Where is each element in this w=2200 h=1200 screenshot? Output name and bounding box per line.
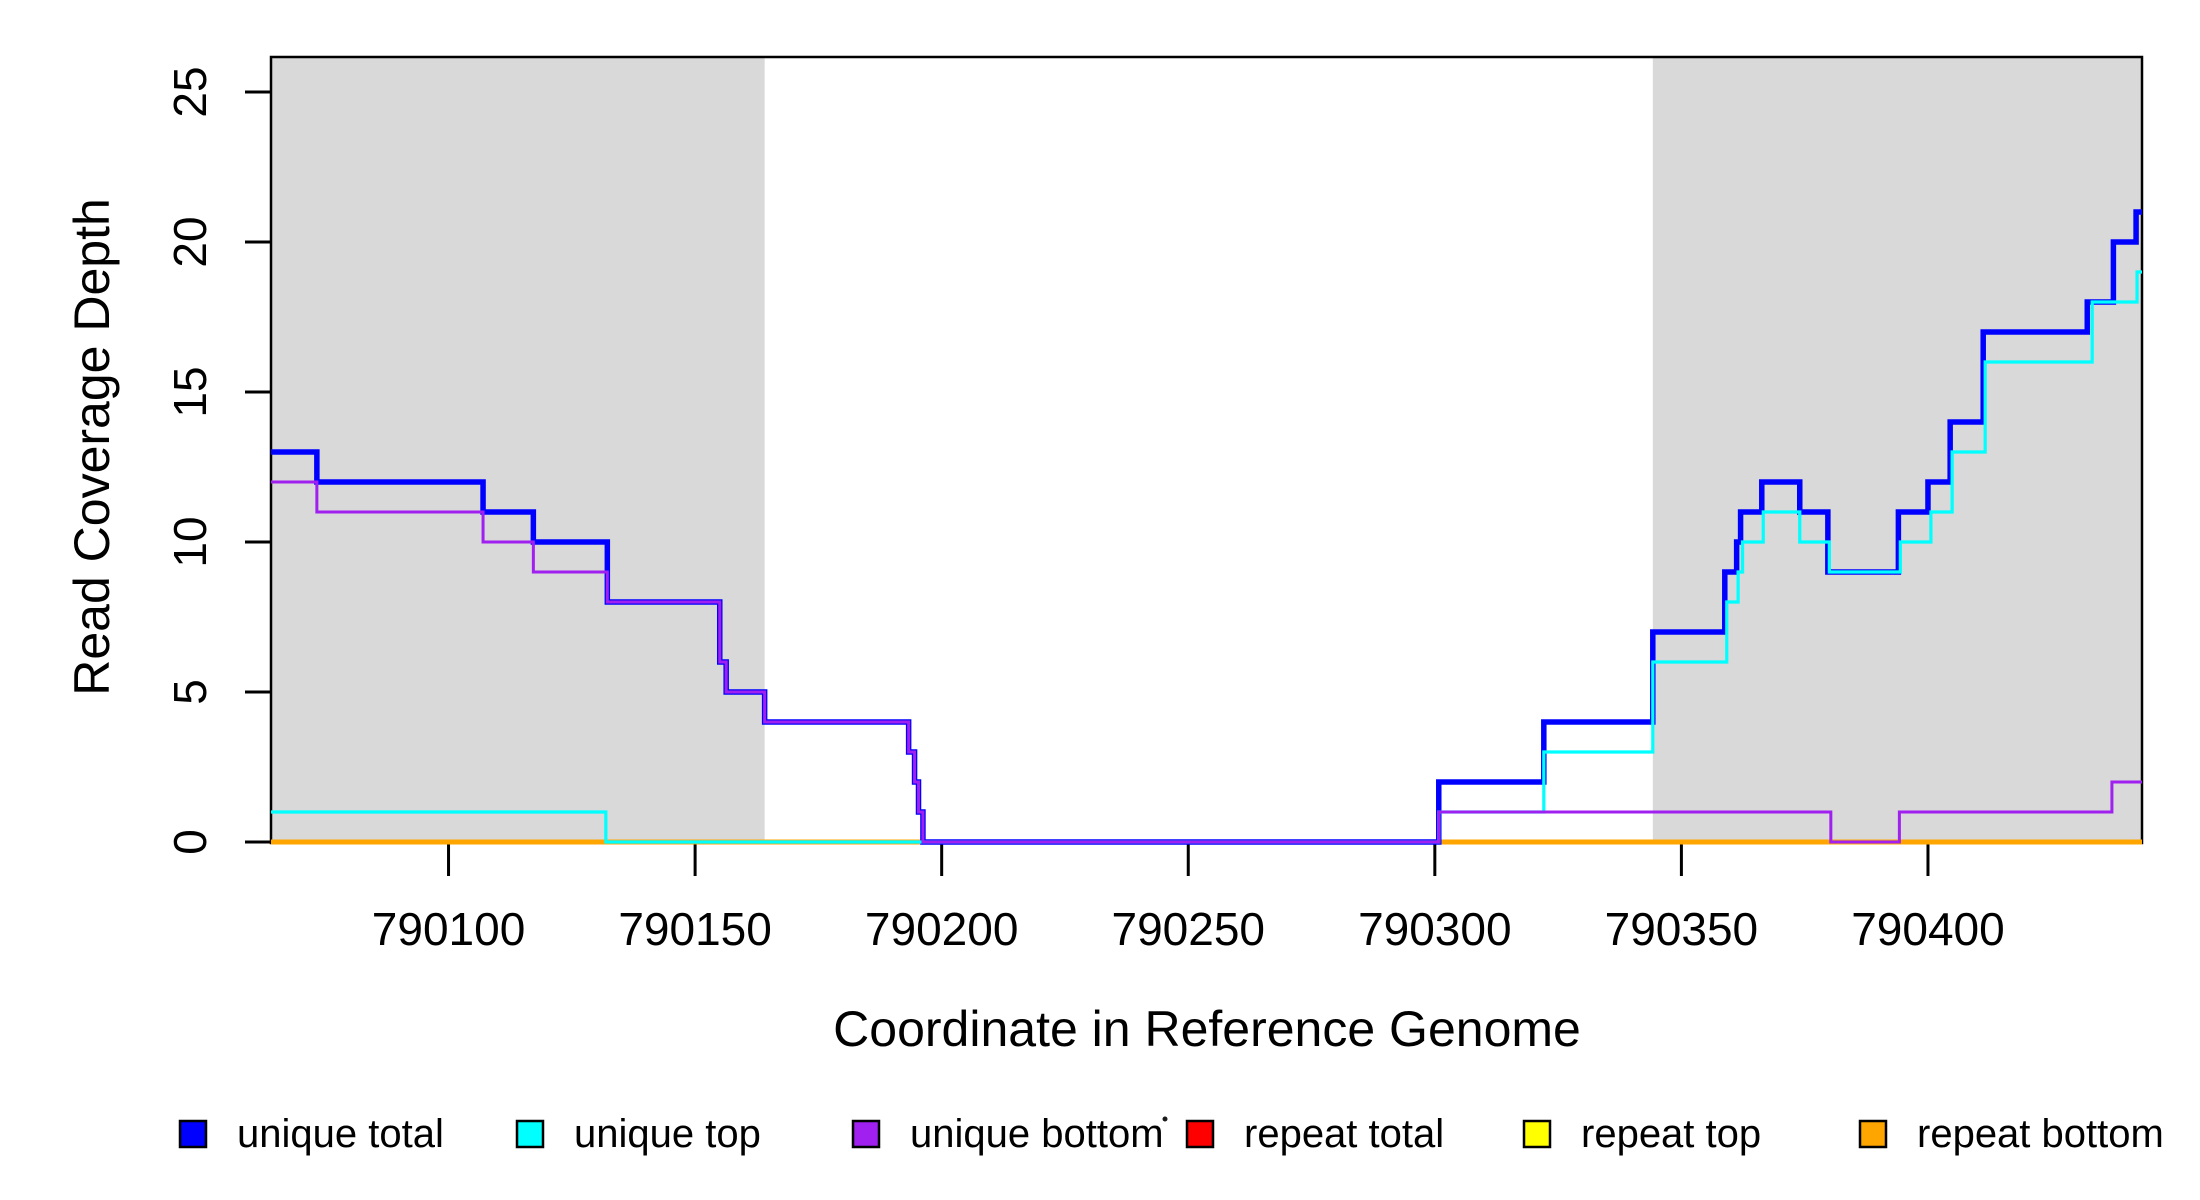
y-tick-label: 10	[164, 516, 216, 567]
legend-label-repeat-total: repeat total	[1244, 1112, 1444, 1156]
y-tick-label: 25	[164, 66, 216, 117]
legend-label-repeat-bottom: repeat bottom	[1917, 1112, 2164, 1156]
axes: 790100 790150 790200 790250 790300 790350 7904…	[164, 55, 2144, 955]
x-tick-label: 790400	[1851, 903, 2005, 955]
speck-artifact	[1162, 1116, 1168, 1122]
legend-swatch-unique-total	[178, 1119, 208, 1149]
legend-swatch-repeat-total	[1185, 1119, 1215, 1149]
y-tick-label: 0	[164, 829, 216, 855]
legend-label-unique-top: unique top	[574, 1112, 761, 1156]
legend-swatch-repeat-bottom	[1858, 1119, 1888, 1149]
x-tick-label: 790100	[372, 903, 526, 955]
highlight-regions	[271, 57, 2142, 843]
x-tick-label: 790300	[1358, 903, 1512, 955]
x-tick-label: 790150	[618, 903, 772, 955]
y-tick-label: 5	[164, 679, 216, 705]
x-tick-label: 790350	[1605, 903, 1759, 955]
legend-label-unique-bottom: unique bottom	[910, 1112, 1164, 1156]
legend-swatch-unique-bottom	[851, 1119, 881, 1149]
series-line-unique-bottom	[271, 480, 2142, 844]
y-axis-title: Read Coverage Depth	[64, 198, 120, 696]
legend-label-unique-total: unique total	[237, 1112, 444, 1156]
y-tick-label: 15	[164, 366, 216, 417]
legend-swatch-unique-top	[515, 1119, 545, 1149]
series-lines	[271, 209, 2142, 845]
highlight-region	[1652, 57, 2142, 843]
x-tick-label: 790200	[865, 903, 1019, 955]
highlight-region	[271, 57, 765, 843]
legend-swatch-repeat-top	[1522, 1119, 1552, 1149]
y-tick-label: 20	[164, 216, 216, 267]
legend: unique total unique top unique bottom repea…	[178, 1112, 2164, 1156]
x-axis-title: Coordinate in Reference Genome	[833, 1001, 1581, 1057]
x-tick-label: 790250	[1112, 903, 1266, 955]
series-line-unique-top	[271, 270, 2142, 844]
legend-label-repeat-top: repeat top	[1581, 1112, 1761, 1156]
